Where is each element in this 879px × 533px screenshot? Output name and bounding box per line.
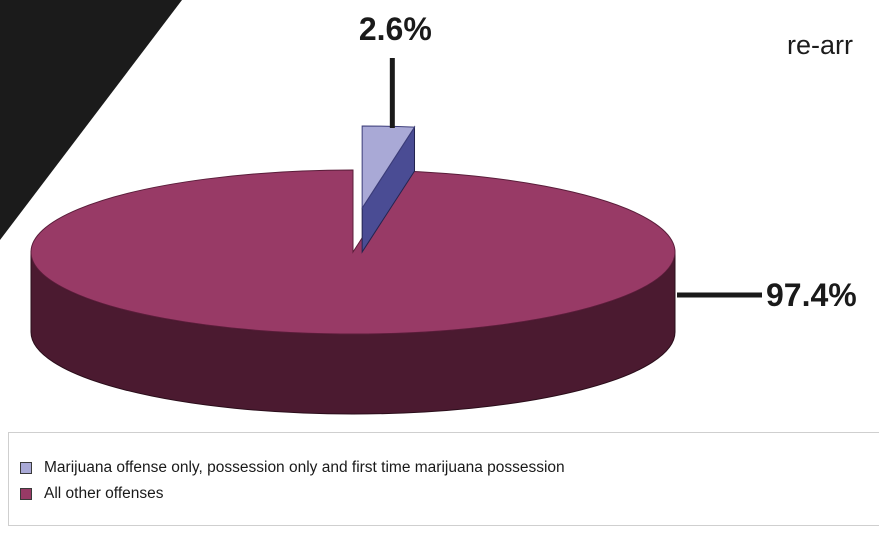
data-label: 97.4% <box>766 277 857 313</box>
legend-label: All other offenses <box>44 485 164 502</box>
data-label: 2.6% <box>359 11 432 47</box>
legend-swatch <box>20 462 32 474</box>
legend-item: Marijuana offense only, possession only … <box>9 459 565 477</box>
legend-label: Marijuana offense only, possession only … <box>44 459 565 476</box>
legend-swatch <box>20 488 32 500</box>
pie-slice-all-other-offenses <box>30 169 676 335</box>
pie-slice-marijuana-offense <box>361 125 416 210</box>
truncated-heading-text: re-arr <box>787 30 853 60</box>
chart-legend: Marijuana offense only, possession only … <box>8 432 879 526</box>
corner-decoration <box>0 0 182 240</box>
legend-item: All other offenses <box>9 485 163 503</box>
